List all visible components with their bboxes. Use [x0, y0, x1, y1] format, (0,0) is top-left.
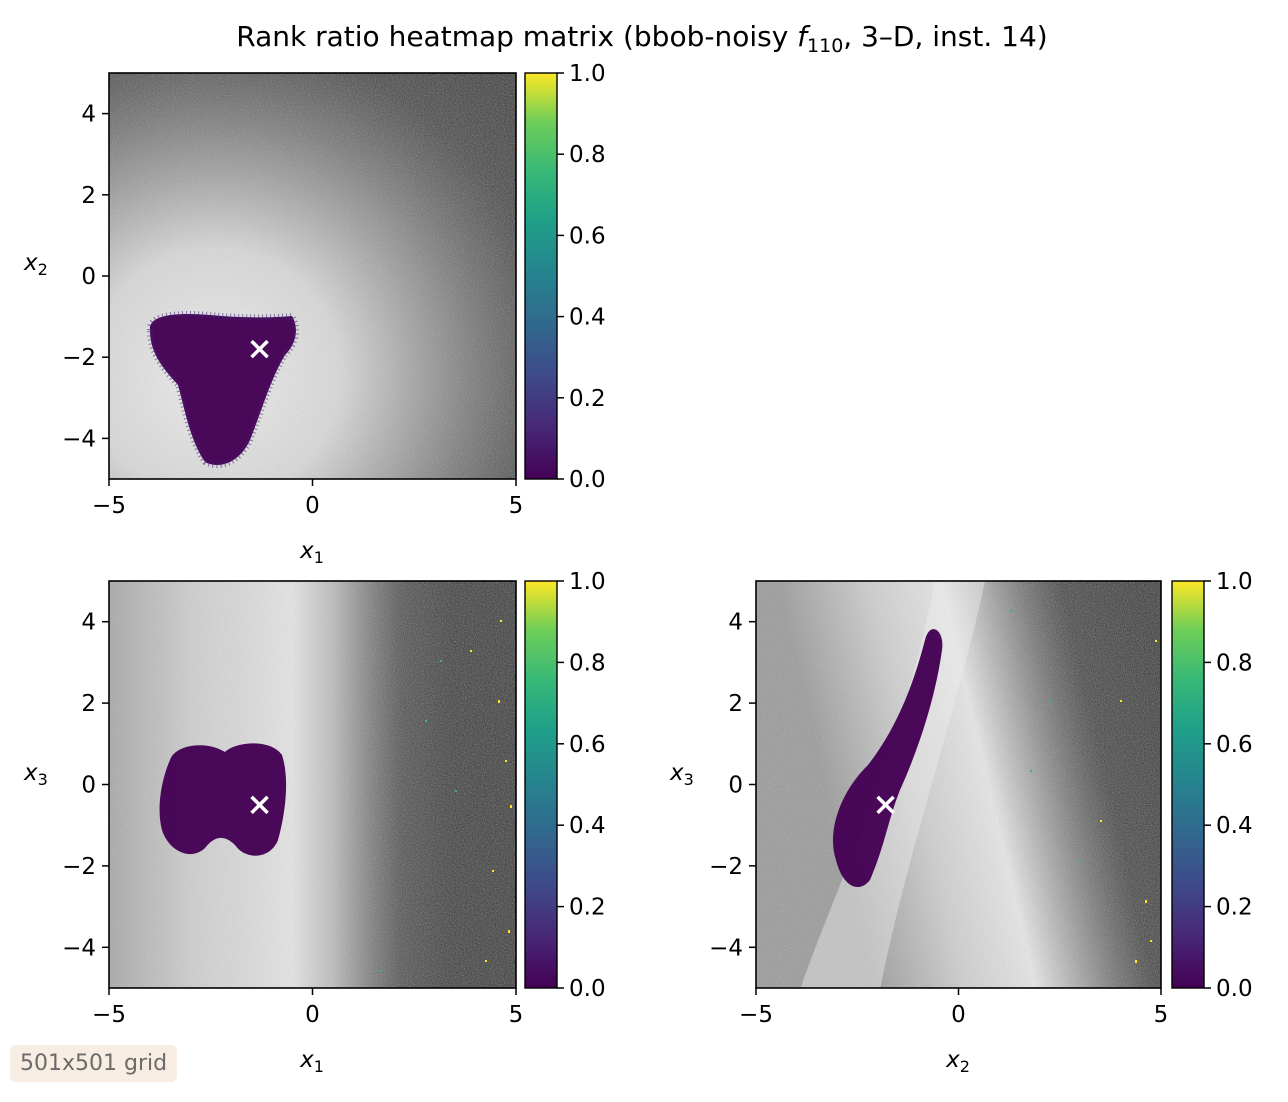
colorbar-tick-label: 0.8 — [1216, 650, 1253, 676]
colorbar-tick-label: 0.0 — [1216, 976, 1253, 1002]
axis-ticks: −5 0 5 −4 −2 0 2 4 — [62, 102, 523, 519]
y-tick-label: 0 — [81, 264, 96, 290]
y-tick-label: 2 — [81, 183, 96, 209]
x-tick-label: 0 — [305, 1002, 320, 1028]
colorbar-tick-label: 0.2 — [569, 895, 606, 921]
y-axis-label: x2 — [23, 250, 48, 279]
colorbar-tick-label: 0.0 — [569, 467, 606, 493]
x-tick-label: −5 — [92, 1002, 126, 1028]
green-speckles — [1010, 610, 1082, 862]
y-tick-label: 2 — [81, 691, 96, 717]
y-tick-label: −4 — [709, 935, 743, 961]
colorbar-tick-label: 0.4 — [569, 813, 606, 839]
x-tick-label: 0 — [951, 1002, 966, 1028]
axis-ticks: −5 0 5 −4 −2 0 2 4 — [709, 610, 1168, 1028]
y-axis-label: x3 — [669, 760, 694, 789]
y-tick-label: 0 — [81, 773, 96, 799]
y-tick-label: 0 — [728, 773, 743, 799]
heatmap-panel-x1-x2: −5 0 5 −4 −2 0 2 4 x1 x2 0.0 0.2 0.4 0.6 0.8 1.0 — [23, 61, 606, 567]
x-tick-label: 5 — [1154, 1002, 1169, 1028]
x-tick-label: −5 — [92, 493, 126, 519]
figure-title: Rank ratio heatmap matrix (bbob-noisy f1… — [236, 20, 1047, 57]
colorbar-tick-label: 1.0 — [1216, 569, 1253, 595]
y-axis-label: x3 — [23, 760, 48, 789]
axis-ticks: −5 0 5 −4 −2 0 2 4 — [62, 610, 523, 1028]
basin-region — [159, 743, 287, 856]
colorbar-tick-label: 0.6 — [1216, 732, 1253, 758]
y-tick-label: −4 — [62, 426, 96, 452]
x-axis-label: x2 — [945, 1047, 970, 1076]
y-tick-label: −2 — [709, 854, 743, 880]
colorbar-ticks: 0.0 0.2 0.4 0.6 0.8 1.0 — [557, 569, 606, 1002]
optimum-marker — [250, 795, 269, 815]
colorbar — [1171, 580, 1205, 989]
y-tick-label: 4 — [81, 102, 96, 128]
y-tick-label: 4 — [728, 610, 743, 636]
colorbar — [524, 72, 558, 480]
grid-size-badge: 501x501 grid — [10, 1045, 178, 1082]
yellow-speckles — [1100, 640, 1157, 963]
heatmap-background — [109, 73, 516, 479]
colorbar-tick-label: 0.6 — [569, 732, 606, 758]
colorbar-tick-label: 0.0 — [569, 976, 606, 1002]
y-tick-label: −4 — [62, 935, 96, 961]
x-axis-label: x1 — [299, 1047, 324, 1076]
optimum-marker — [250, 339, 269, 359]
basin-region — [149, 313, 296, 466]
y-tick-label: −2 — [62, 345, 96, 371]
yellow-speckles — [470, 620, 512, 962]
green-speckles — [380, 660, 457, 972]
y-tick-label: 4 — [81, 610, 96, 636]
colorbar-tick-label: 0.4 — [569, 305, 606, 331]
heatmap-panel-x2-x3: −5 0 5 −4 −2 0 2 4 x2 x3 0.0 0.2 0.4 0.6 0.8 1.0 — [669, 569, 1253, 1076]
colorbar-tick-label: 0.8 — [569, 142, 606, 168]
colorbar-tick-label: 0.2 — [569, 386, 606, 412]
optimum-marker — [876, 795, 895, 815]
colorbar-ticks: 0.0 0.2 0.4 0.6 0.8 1.0 — [557, 61, 606, 493]
y-tick-label: −2 — [62, 854, 96, 880]
colorbar-tick-label: 0.4 — [1216, 813, 1253, 839]
colorbar-tick-label: 0.6 — [569, 223, 606, 249]
x-tick-label: 5 — [509, 1002, 524, 1028]
colorbar — [524, 580, 558, 989]
heatmap-background — [756, 581, 1161, 988]
colorbar-tick-label: 1.0 — [569, 61, 606, 87]
x-axis-label: x1 — [299, 538, 324, 567]
x-tick-label: 5 — [509, 493, 524, 519]
y-tick-label: 2 — [728, 691, 743, 717]
colorbar-ticks: 0.0 0.2 0.4 0.6 0.8 1.0 — [1204, 569, 1253, 1002]
x-tick-label: −5 — [739, 1002, 773, 1028]
basin-region — [832, 629, 943, 888]
colorbar-tick-label: 0.2 — [1216, 895, 1253, 921]
colorbar-tick-label: 0.8 — [569, 650, 606, 676]
colorbar-tick-label: 1.0 — [569, 569, 606, 595]
heatmap-panel-x1-x3: −5 0 5 −4 −2 0 2 4 x1 x3 0.0 0.2 0.4 0.6 0.8 1.0 — [23, 569, 606, 1076]
x-tick-label: 0 — [305, 493, 320, 519]
